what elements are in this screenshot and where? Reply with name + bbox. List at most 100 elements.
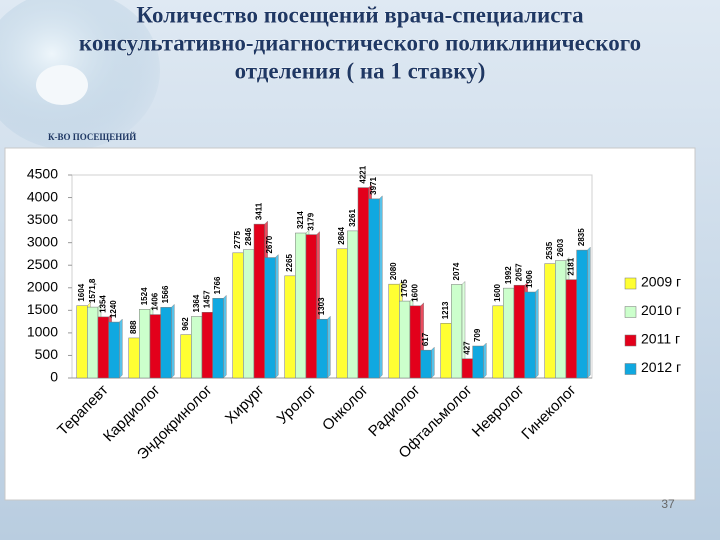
value-label: 617 xyxy=(421,332,430,346)
bar-side xyxy=(379,195,383,379)
bar xyxy=(336,248,348,379)
title-line: консультативно-диагностического поликлин… xyxy=(79,30,641,55)
value-label: 2603 xyxy=(556,238,565,256)
bar xyxy=(451,284,463,379)
bar xyxy=(492,305,504,379)
legend-label: 2009 г xyxy=(641,274,681,290)
value-label: 1303 xyxy=(317,297,326,315)
value-label: 1406 xyxy=(150,292,159,310)
y-tick-label: 1000 xyxy=(27,324,58,340)
value-label: 3179 xyxy=(306,212,315,230)
bar xyxy=(87,306,99,379)
value-label: 1604 xyxy=(77,283,86,301)
bar xyxy=(253,223,265,379)
bar xyxy=(160,307,172,379)
value-label: 1906 xyxy=(525,270,534,288)
photo-mask xyxy=(36,65,88,105)
value-label: 888 xyxy=(129,320,138,334)
bar-side xyxy=(119,318,123,379)
bar xyxy=(368,198,380,379)
bar xyxy=(544,263,556,379)
value-label: 2265 xyxy=(285,253,294,271)
value-label: 2864 xyxy=(337,226,346,244)
value-label: 3411 xyxy=(254,202,263,220)
legend-swatch xyxy=(624,277,637,290)
value-label: 2846 xyxy=(244,227,253,245)
bar xyxy=(524,291,536,379)
value-label: 1600 xyxy=(410,283,419,301)
value-label: 1457 xyxy=(202,290,211,308)
bar xyxy=(243,249,255,379)
value-label: 1240 xyxy=(109,300,118,318)
value-label: 1571,8 xyxy=(88,278,97,303)
y-tick-label: 500 xyxy=(35,346,59,362)
value-label: 709 xyxy=(473,328,482,342)
bar xyxy=(472,345,484,379)
bar xyxy=(316,318,328,379)
y-tick-label: 2000 xyxy=(27,278,58,294)
y-tick-label: 4000 xyxy=(27,188,58,204)
bar xyxy=(201,312,213,379)
value-label: 962 xyxy=(181,317,190,331)
bar-side xyxy=(275,254,279,379)
bar xyxy=(503,287,515,379)
title-line: Количество посещений врача-специалиста xyxy=(136,2,584,27)
value-label: 3971 xyxy=(369,177,378,195)
bar-side xyxy=(171,303,175,379)
legend-label: 2010 г xyxy=(641,302,681,318)
title-line: отделения ( на 1 ставку) xyxy=(235,58,486,83)
bar xyxy=(191,316,203,379)
value-label: 3214 xyxy=(296,211,305,229)
y-tick-label: 3500 xyxy=(27,211,58,227)
bar xyxy=(409,305,421,379)
bar xyxy=(388,283,400,379)
bar-side xyxy=(327,315,331,379)
value-label: 1524 xyxy=(140,287,149,305)
bar xyxy=(284,275,296,379)
y-axis-label: К-ВО ПОСЕЩЕНИЙ xyxy=(48,132,136,142)
bar xyxy=(76,305,88,379)
value-label: 2535 xyxy=(545,241,554,259)
bar-side xyxy=(587,246,591,379)
bar xyxy=(232,252,244,379)
bar xyxy=(347,230,359,379)
bar xyxy=(357,187,369,379)
bar-side xyxy=(431,346,435,379)
legend-swatch xyxy=(624,334,637,347)
value-label: 2181 xyxy=(566,257,575,275)
value-label: 1354 xyxy=(98,295,107,313)
y-tick-label: 2500 xyxy=(27,256,58,272)
bar xyxy=(461,358,473,379)
legend-label: 2012 г xyxy=(641,359,681,375)
value-label: 4221 xyxy=(358,165,367,183)
bar xyxy=(440,323,452,379)
bar-side xyxy=(535,288,539,379)
value-label: 427 xyxy=(462,341,471,355)
bar xyxy=(97,316,109,379)
value-label: 2670 xyxy=(265,235,274,253)
y-tick-label: 1500 xyxy=(27,301,58,317)
value-label: 1766 xyxy=(213,276,222,294)
bar xyxy=(399,300,411,379)
y-tick-label: 4500 xyxy=(27,166,58,182)
legend-label: 2011 г xyxy=(641,331,680,347)
bar xyxy=(128,337,140,379)
value-label: 2080 xyxy=(389,262,398,280)
bar xyxy=(149,314,161,379)
y-tick-label: 0 xyxy=(50,369,58,385)
bar xyxy=(108,321,120,379)
bar xyxy=(513,284,525,379)
bar xyxy=(139,309,151,379)
page-number: 37 xyxy=(661,497,675,511)
bar xyxy=(212,298,224,379)
bar xyxy=(565,279,577,379)
value-label: 1364 xyxy=(192,294,201,312)
value-label: 1992 xyxy=(504,266,513,284)
bar xyxy=(555,260,567,379)
bar xyxy=(264,257,276,379)
value-label: 1600 xyxy=(493,283,502,301)
bar-side xyxy=(223,294,227,379)
value-label: 1566 xyxy=(161,285,170,303)
